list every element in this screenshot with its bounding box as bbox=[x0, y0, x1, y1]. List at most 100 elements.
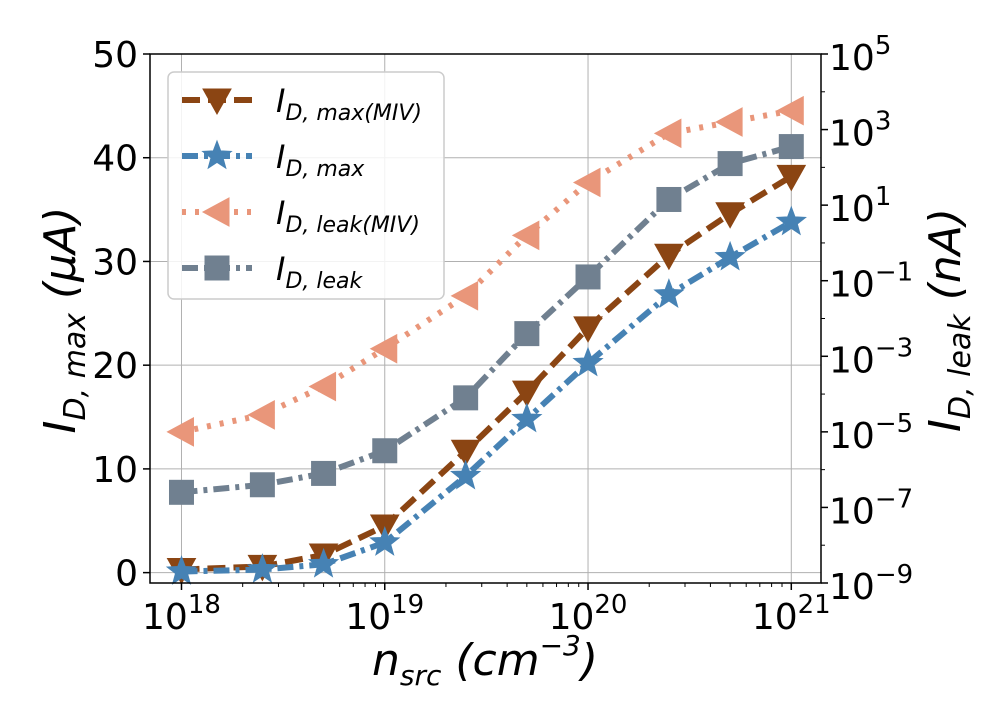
x-tick-label: 1018 bbox=[142, 590, 221, 638]
data-point bbox=[776, 95, 804, 126]
x-tick-exp: 18 bbox=[188, 590, 221, 620]
legend-label-sub: D, max bbox=[285, 157, 365, 182]
legend-label-main: I bbox=[276, 138, 285, 176]
right-tick-base: 10 bbox=[829, 114, 875, 155]
legend-label: ID, max(MIV) bbox=[276, 82, 422, 126]
x-tick-label: 1020 bbox=[549, 590, 628, 638]
right-tick-exp: −9 bbox=[875, 560, 913, 590]
x-tick-label: 1021 bbox=[752, 590, 831, 638]
legend-label-sub: D, leak(MIV) bbox=[285, 213, 419, 238]
data-point bbox=[511, 220, 540, 251]
series-square bbox=[168, 134, 804, 505]
legend-label-main: I bbox=[276, 250, 285, 288]
right-tick-exp: −3 bbox=[875, 333, 913, 363]
left-tick-label: 10 bbox=[92, 450, 138, 491]
left-tick-label: 0 bbox=[115, 554, 138, 595]
right-tick-exp: −1 bbox=[875, 258, 913, 288]
right-axis-label-unit: (nA) bbox=[920, 208, 971, 314]
right-tick-label: 10−3 bbox=[829, 333, 913, 381]
left-axis-ticks: 0 10 20 30 40 50 bbox=[92, 35, 150, 595]
right-tick-base: 10 bbox=[829, 38, 875, 79]
data-point bbox=[165, 555, 198, 585]
legend-item: ID, leak(MIV) bbox=[182, 194, 420, 238]
legend-label-main: I bbox=[276, 194, 285, 232]
data-point bbox=[511, 402, 543, 433]
data-point bbox=[653, 118, 682, 149]
data-point bbox=[369, 526, 401, 556]
x-tick-base: 10 bbox=[549, 597, 595, 638]
data-point bbox=[656, 186, 682, 212]
left-axis-label-unit: (μA) bbox=[35, 207, 86, 313]
legend-marker bbox=[201, 197, 230, 227]
data-point bbox=[575, 264, 601, 290]
left-axis-label: ID, max (μA) bbox=[35, 207, 93, 434]
series-layer bbox=[165, 95, 807, 585]
data-point bbox=[311, 460, 337, 486]
right-tick-exp: −5 bbox=[875, 409, 913, 439]
right-axis-label: ID, leak (nA) bbox=[920, 208, 978, 432]
data-point bbox=[776, 164, 807, 192]
right-tick-base: 10 bbox=[829, 340, 875, 381]
right-axis-label-main: I bbox=[920, 419, 971, 432]
legend-label: ID, max bbox=[276, 138, 365, 182]
data-point bbox=[775, 205, 807, 236]
data-point bbox=[511, 380, 542, 408]
data-point bbox=[308, 371, 337, 402]
x-tick-base: 10 bbox=[345, 597, 391, 638]
legend-label-main: I bbox=[276, 82, 285, 120]
right-tick-label: 103 bbox=[829, 107, 891, 155]
data-point bbox=[166, 417, 194, 447]
x-tick-exp: 19 bbox=[391, 590, 424, 620]
legend-label: ID, leak bbox=[276, 250, 363, 294]
series-triangle-left bbox=[166, 95, 804, 447]
data-point bbox=[450, 459, 482, 490]
data-point bbox=[450, 280, 479, 311]
series-star bbox=[165, 205, 807, 585]
x-axis-label-sub: src bbox=[400, 659, 442, 692]
data-point bbox=[715, 107, 743, 137]
x-tick-exp: 20 bbox=[594, 590, 627, 620]
right-tick-label: 10−5 bbox=[829, 409, 913, 457]
legend-label: ID, leak(MIV) bbox=[276, 194, 420, 238]
legend-item: ID, max(MIV) bbox=[182, 82, 422, 126]
right-tick-base: 10 bbox=[829, 567, 875, 608]
data-point bbox=[450, 439, 481, 467]
data-point bbox=[653, 278, 685, 308]
x-axis-label-main: n bbox=[372, 635, 400, 686]
data-point bbox=[654, 243, 684, 271]
data-point bbox=[778, 134, 804, 160]
data-point bbox=[247, 400, 275, 430]
x-axis-label-unit-close: ) bbox=[578, 635, 598, 686]
right-tick-label: 105 bbox=[829, 31, 891, 79]
right-tick-base: 10 bbox=[829, 491, 875, 532]
legend-marker bbox=[204, 255, 230, 281]
right-tick-base: 10 bbox=[829, 189, 875, 230]
data-point bbox=[572, 346, 604, 377]
legend-box bbox=[167, 71, 445, 300]
data-point bbox=[246, 553, 278, 583]
right-tick-base: 10 bbox=[829, 416, 875, 457]
x-tick-label: 1019 bbox=[345, 590, 424, 638]
x-axis-ticks: 1018 1019 1020 1021 bbox=[142, 583, 831, 638]
right-tick-label: 101 bbox=[829, 182, 891, 230]
right-tick-exp: −7 bbox=[875, 484, 913, 514]
right-tick-label: 10−7 bbox=[829, 484, 913, 532]
series-line bbox=[181, 173, 793, 573]
legend-label-sub: D, leak bbox=[285, 269, 363, 294]
x-axis-label: nsrc (cm−3) bbox=[372, 629, 598, 692]
left-tick-label: 40 bbox=[92, 139, 138, 180]
data-point bbox=[514, 321, 540, 347]
left-tick-label: 20 bbox=[92, 346, 138, 387]
legend-marker bbox=[202, 88, 232, 116]
data-point bbox=[372, 438, 398, 464]
right-tick-exp: 1 bbox=[875, 182, 892, 212]
data-point bbox=[717, 151, 743, 177]
legend-item: ID, leak bbox=[182, 250, 363, 294]
data-point bbox=[715, 202, 745, 229]
left-axis-label-sub: D, max bbox=[58, 313, 93, 421]
right-tick-label: 10−1 bbox=[829, 258, 913, 306]
legend-marker bbox=[201, 139, 233, 170]
